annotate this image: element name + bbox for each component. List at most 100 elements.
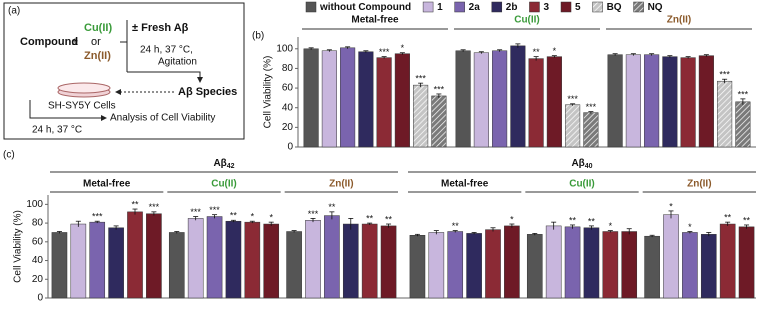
group-label: Metal-free [351,15,399,26]
significance-label: ** [569,215,577,225]
bar [168,232,185,299]
bar [51,232,68,299]
bar [409,235,426,299]
significance-label: *** [738,89,749,99]
legend-swatch [529,1,540,13]
significance-label: *** [719,70,730,80]
significance-label: *** [209,205,220,215]
bar [187,218,204,299]
bar [485,229,501,299]
significance-label: * [609,221,613,231]
bar [528,58,544,148]
bar [342,223,359,299]
panel-a: (a) Compound ± Cu(II) or Zn(II) ± Fresh … [3,2,245,140]
bar [394,53,410,148]
bar [644,54,660,148]
supergroup-name: Aβ [213,158,226,169]
significance-label: ** [533,47,541,57]
bar [698,55,714,148]
bar [286,231,302,299]
bar [565,104,581,148]
bar [321,50,337,148]
bar [583,112,599,148]
significance-label: ** [230,211,238,221]
panel-label: (c) [3,150,15,161]
supergroup-name: Aβ [571,158,584,169]
bar [526,234,543,299]
bar [303,48,319,148]
bar [700,234,717,299]
y-tick-label: 40 [32,255,44,266]
significance-label: * [553,46,557,56]
group-label: Cu(II) [569,179,595,190]
analysis: Analysis of Cell Viability [110,113,215,124]
bar [428,232,445,299]
bar [492,50,508,148]
legend-label: 1 [437,2,443,13]
group-label: Metal-free [83,179,131,190]
y-tick-label: 0 [287,142,293,153]
bar [510,45,526,148]
bar [662,56,678,148]
y-tick-label: 60 [282,83,294,94]
significance-label: ** [724,213,732,223]
legend-label: NQ [648,2,663,13]
legend-swatch [454,1,465,13]
significance-label: ** [366,213,374,223]
compound: Compound [20,36,78,48]
legend-swatch [305,1,317,13]
significance-label: * [510,214,514,224]
significance-label: * [669,201,673,211]
group-label: Cu(II) [211,179,237,190]
bar [380,225,397,299]
significance-label: * [688,222,692,232]
cu: Cu(II) [84,22,112,34]
bar [682,232,698,299]
significance-label: *** [149,202,160,212]
bar [455,50,471,148]
significance-label: *** [434,84,445,94]
legend-swatch [633,1,644,13]
supergroup-subscript: 42 [227,163,235,170]
bar [735,101,751,148]
dish-lid [57,82,111,94]
significance-label: ** [385,214,393,224]
bar [602,231,619,299]
significance-label: * [251,212,255,222]
bar [305,220,321,299]
significance-label: *** [379,47,390,57]
group-label: Zn(II) [667,15,691,26]
fresh-abeta: ± Fresh Aβ [132,22,189,34]
bar [431,95,447,148]
significance-label: *** [190,207,201,217]
group-label: Zn(II) [329,179,353,190]
bar [663,214,679,299]
condition: 24 h, 37 °C [32,125,82,136]
y-tick-label: 60 [32,236,44,247]
legend-label: 3 [543,2,549,13]
condition: 24 h, 37 °C, [140,45,193,56]
bar [504,225,520,299]
bar [324,215,340,299]
arrow [127,71,203,83]
bar [717,80,733,148]
bar [358,51,374,148]
bar [146,213,162,299]
group-label: Zn(II) [687,179,711,190]
significance-label: ** [743,215,751,225]
bar [413,84,429,148]
supergroup-label: Aβ40 [571,158,592,170]
panel-label: (b) [252,31,264,42]
y-tick-label: 80 [32,218,44,229]
bar [607,54,623,148]
y-tick-label: 100 [26,199,43,210]
group-label: Cu(II) [514,15,540,26]
significance-label: * [401,43,405,53]
significance-label: ** [452,221,460,231]
bar [738,226,755,299]
bar [644,235,660,299]
significance-label: *** [308,209,319,219]
bar [70,223,87,299]
bar [206,216,223,299]
species: Aβ Species [178,86,237,98]
